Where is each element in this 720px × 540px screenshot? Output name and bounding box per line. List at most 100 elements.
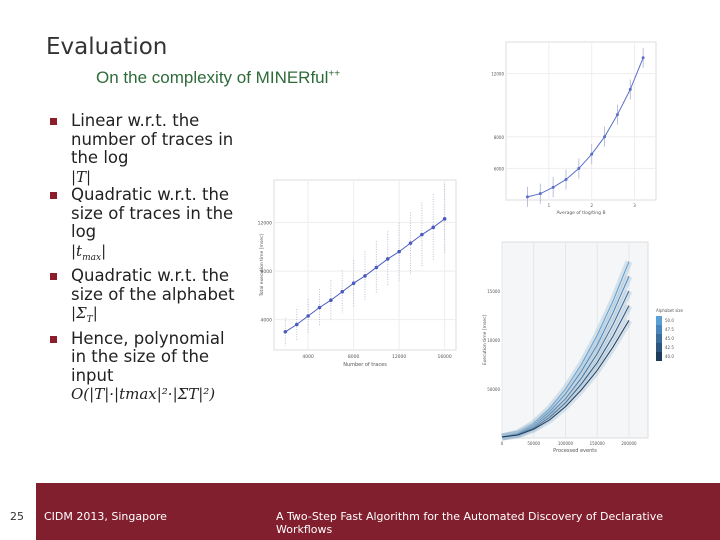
- data-point: [329, 298, 333, 303]
- x-tick-label: 1: [548, 203, 551, 208]
- bullet-math: |tmax|: [71, 242, 240, 268]
- math-end: |: [101, 241, 107, 260]
- x-tick-label: 100000: [558, 441, 574, 446]
- x-tick-label: 4000: [302, 354, 314, 360]
- traces-time-chart: 4000 8000 12000 16000 4000 8000 12000 Number of…: [258, 179, 457, 368]
- bullet-math: |T|: [71, 167, 92, 186]
- events-time-chart: 0 50000 100000 150000 200000 50000 10000 15000 P…: [482, 241, 684, 454]
- page-number-box: 25: [0, 483, 36, 540]
- x-axis-label: Average of tlog/ting B: [556, 210, 605, 216]
- trace-size-time-chart: 1 2 3 6000 8000 12000 Average of tlog/ting B: [491, 41, 657, 216]
- slide-subtitle: On the complexity of MINERful++: [96, 68, 340, 88]
- series-line: [501, 261, 630, 438]
- data-point: [525, 195, 529, 199]
- x-axis-label: Number of traces: [343, 362, 387, 368]
- math-end: |: [92, 304, 98, 322]
- data-point: [551, 185, 555, 189]
- data-point: [564, 177, 568, 181]
- bullet-item: Linear w.r.t. the number of traces in th…: [50, 111, 240, 186]
- legend-title: Alphabet size: [656, 308, 684, 313]
- x-tick-label: 3: [633, 203, 636, 208]
- data-point: [340, 289, 345, 294]
- data-point: [641, 56, 645, 60]
- bullet-text: Hence, polynomial in the size of the inp…: [71, 328, 225, 385]
- y-tick-label: 8000: [261, 269, 273, 275]
- data-point: [294, 322, 299, 327]
- y-tick-label: 12000: [258, 221, 272, 227]
- series-line: [501, 305, 630, 438]
- x-axis-label: Processed events: [553, 448, 597, 454]
- y-tick-label: 15000: [487, 289, 500, 294]
- data-point: [385, 257, 390, 261]
- plot-area: [505, 41, 657, 201]
- math-sub: T: [86, 315, 93, 325]
- x-tick-label: 200000: [621, 441, 637, 446]
- data-point: [397, 249, 401, 254]
- slide-title: Evaluation: [46, 34, 168, 60]
- data-point: [420, 232, 424, 237]
- y-tick-label: 10000: [487, 338, 500, 343]
- square-bullet-icon: [50, 118, 57, 125]
- data-point: [306, 314, 310, 318]
- y-tick-label: 50000: [487, 387, 500, 392]
- legend-swatch: [656, 352, 662, 361]
- bullet-math: |ΣT|: [71, 304, 240, 330]
- legend-swatch: [656, 325, 662, 334]
- square-bullet-icon: [50, 335, 57, 343]
- series-line: [501, 320, 630, 438]
- x-tick-label: 2: [590, 203, 593, 208]
- series-line: [501, 290, 630, 438]
- x-tick-label: 12000: [392, 354, 406, 360]
- legend-swatch: [656, 343, 662, 352]
- legend-label: 47.5: [665, 327, 674, 332]
- math-sub: max: [82, 252, 102, 263]
- x-tick-label: 0: [501, 441, 504, 446]
- y-tick-label: 8000: [494, 135, 505, 140]
- bullet-text: Quadratic w.r.t. the size of the alphabe…: [71, 266, 235, 304]
- y-axis-label: Execution time [msec]: [482, 314, 488, 365]
- data-point: [317, 305, 322, 310]
- square-bullet-icon: [50, 273, 57, 280]
- x-tick-label: 8000: [348, 354, 360, 360]
- y-tick-label: 12000: [491, 72, 504, 77]
- bullet-item: Hence, polynomial in the size of the inp…: [50, 328, 240, 404]
- data-point: [590, 152, 594, 156]
- bullet-list: Linear w.r.t. the number of traces in th…: [50, 111, 240, 404]
- data-point: [283, 329, 288, 334]
- bullet-text: Linear w.r.t. the number of traces in th…: [71, 111, 234, 167]
- legend-label: 45.0: [665, 336, 674, 341]
- math-base: |Σ: [71, 304, 87, 322]
- page-number: 25: [10, 510, 24, 523]
- footer-paper-title: A Two-Step Fast Algorithm for the Automa…: [276, 510, 663, 536]
- legend-label: 42.5: [665, 345, 674, 350]
- data-point: [628, 87, 632, 91]
- fit-curve: [527, 57, 644, 198]
- x-tick-label: 16000: [437, 354, 451, 360]
- data-point: [431, 225, 436, 230]
- x-tick-label: 50000: [527, 441, 540, 446]
- y-tick-label: 4000: [261, 318, 273, 324]
- x-tick-label: 150000: [590, 441, 606, 446]
- bullet-math: O(|T|·|tmax|²·|ΣT|²): [71, 385, 216, 403]
- bullet-item: Quadratic w.r.t. the size of the alphabe…: [50, 266, 240, 330]
- y-tick-label: 6000: [494, 166, 505, 171]
- square-bullet-icon: [50, 192, 57, 199]
- footer-venue: CIDM 2013, Singapore: [44, 510, 167, 523]
- footer-bar: [0, 483, 720, 540]
- math-base: |t: [71, 241, 83, 260]
- data-point: [603, 135, 607, 139]
- legend-swatch: [656, 334, 662, 343]
- data-point: [615, 113, 619, 117]
- bullet-item: Quadratic w.r.t. the size of traces in t…: [50, 185, 240, 268]
- bullet-text: Quadratic w.r.t. the size of traces in t…: [71, 185, 234, 241]
- series-line: [501, 276, 630, 438]
- data-point: [408, 241, 413, 245]
- legend-swatch: [656, 316, 662, 325]
- y-axis-label: Total execution time [msec]: [259, 234, 265, 298]
- subtitle-sup: ++: [328, 68, 341, 80]
- legend-label: 50.0: [665, 318, 674, 323]
- data-point: [442, 217, 447, 221]
- legend-label: 40.0: [665, 354, 674, 359]
- data-point: [374, 265, 379, 270]
- data-point: [363, 274, 367, 278]
